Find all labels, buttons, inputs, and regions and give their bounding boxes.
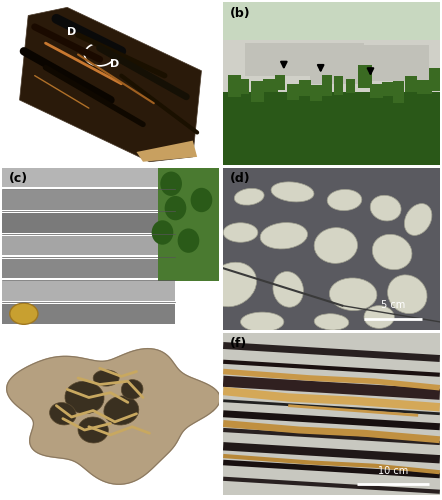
Ellipse shape [104,396,139,425]
Ellipse shape [191,188,212,212]
Ellipse shape [364,306,394,328]
Bar [310,43,364,84]
Ellipse shape [404,204,432,236]
Polygon shape [137,140,197,162]
Bar [358,66,372,88]
Bar [299,80,311,96]
Text: D: D [67,26,76,37]
Bar [158,168,219,281]
Ellipse shape [240,312,284,332]
Bar [223,40,440,97]
Bar [346,78,355,94]
Text: (a): (a) [9,8,29,20]
Ellipse shape [207,262,256,306]
Circle shape [10,303,38,324]
Bar [334,76,343,95]
Text: 2 cm: 2 cm [37,134,61,144]
Ellipse shape [314,314,349,330]
Ellipse shape [65,382,104,414]
Bar [2,236,175,255]
Polygon shape [19,8,202,162]
Text: (b): (b) [230,8,250,20]
Ellipse shape [50,402,76,425]
Bar [370,84,383,98]
Bar [310,85,321,101]
Ellipse shape [372,234,412,270]
Bar [287,84,299,100]
Text: 5 cm: 5 cm [381,300,405,310]
Ellipse shape [329,278,377,310]
Text: (d): (d) [230,172,250,186]
Ellipse shape [178,228,199,253]
Text: 2 cm: 2 cm [39,464,63,474]
Text: (e): (e) [9,338,29,350]
Polygon shape [7,348,220,484]
Ellipse shape [271,182,314,202]
Bar [240,79,249,94]
Ellipse shape [234,188,264,205]
Text: (c): (c) [9,172,28,186]
Ellipse shape [273,272,303,307]
Ellipse shape [78,417,108,443]
Bar [417,80,432,94]
Text: (f): (f) [230,338,247,350]
Bar [223,92,440,165]
Ellipse shape [152,220,173,244]
Bar [2,168,175,187]
Ellipse shape [121,380,143,399]
Text: 10 cm: 10 cm [378,466,408,475]
Bar [2,281,175,300]
Bar [381,82,393,96]
Ellipse shape [260,222,308,249]
Bar [263,78,278,92]
Ellipse shape [165,196,187,220]
Bar [245,43,310,76]
Ellipse shape [370,196,401,221]
Bar [429,68,442,90]
Ellipse shape [314,228,358,264]
Ellipse shape [160,172,182,196]
Bar [223,2,440,48]
Bar [364,45,429,80]
Bar [2,258,175,278]
Bar [228,75,241,97]
Bar [322,75,332,96]
Bar [405,76,417,92]
Bar [393,81,404,102]
Bar [275,74,285,90]
Text: D: D [110,59,119,69]
Bar [2,190,175,210]
Ellipse shape [388,275,427,314]
Bar [251,81,264,102]
Bar [2,304,175,324]
Ellipse shape [93,370,119,386]
Bar [2,213,175,233]
Ellipse shape [223,223,258,242]
Ellipse shape [327,190,362,210]
